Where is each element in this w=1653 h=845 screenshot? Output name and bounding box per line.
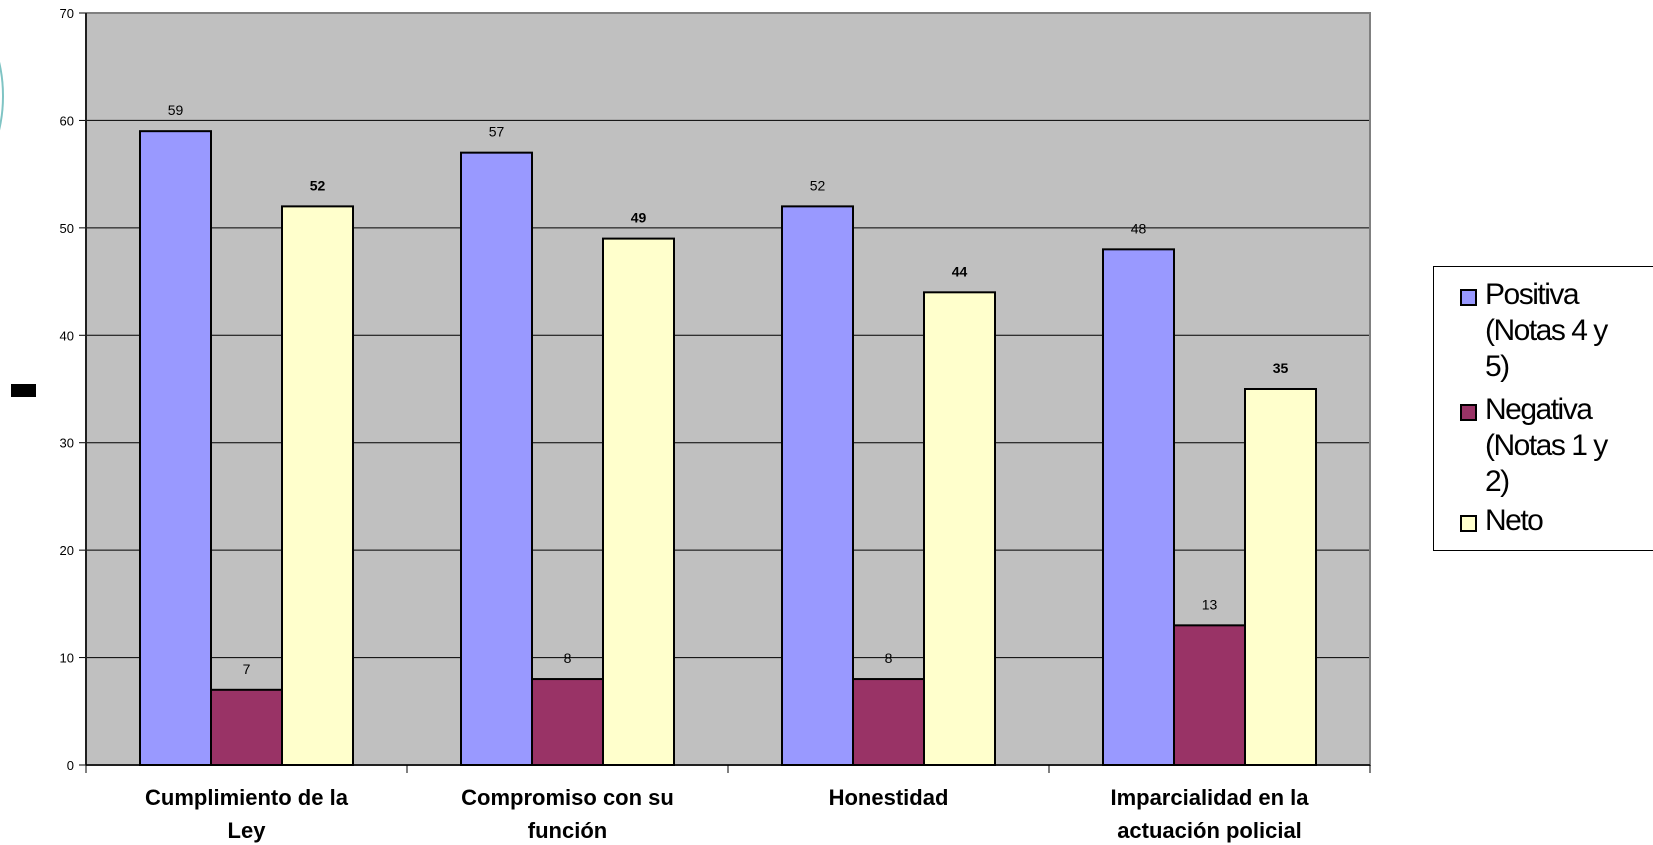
bar [1244,388,1317,766]
data-label: 59 [168,102,184,118]
y-tick-label: 60 [60,113,74,128]
y-tick-label: 40 [60,328,74,343]
legend-swatch [1460,515,1477,532]
y-tick-label: 50 [60,221,74,236]
bar [923,291,996,766]
data-label: 49 [631,210,647,226]
x-category-label: Compromiso con su [461,785,674,810]
y-tick-label: 30 [60,436,74,451]
y-tick-label: 20 [60,543,74,558]
legend-swatch [1460,404,1477,421]
y-tick-label: 70 [60,6,74,21]
y-tick-label: 0 [67,758,74,773]
axis-title-marker [11,384,36,397]
legend-item: Negativa (Notas 1 y 2) [1460,392,1653,500]
bar [602,237,675,767]
bar [781,205,854,767]
legend-item: Positiva (Notas 4 y 5) [1460,277,1653,385]
x-category-label: Ley [228,818,267,843]
bar [531,678,604,766]
x-category-label: Cumplimiento de la [145,785,349,810]
legend-label: Negativa (Notas 1 y 2) [1485,393,1608,498]
data-label: 48 [1131,220,1147,236]
bar [460,151,533,766]
bar [1102,248,1175,767]
data-label: 8 [885,650,893,666]
x-category-label: actuación policial [1117,818,1302,843]
data-label: 52 [310,177,326,193]
legend-label: Neto [1485,504,1544,537]
data-label: 8 [564,650,572,666]
x-category-label: función [528,818,607,843]
bar [1173,624,1246,766]
data-label: 35 [1273,360,1289,376]
x-category-label: Imparcialidad en la [1110,785,1309,810]
data-label: 52 [810,177,826,193]
bar [139,130,212,766]
chart-legend: Positiva (Notas 4 y 5) Negativa (Notas 1 y 2)… [1433,266,1653,551]
x-category-label: Honestidad [829,785,949,810]
data-label: 57 [489,124,505,140]
bar [281,205,354,767]
legend-item: Neto [1460,503,1653,539]
data-label: 13 [1202,596,1218,612]
bar [852,678,925,766]
data-label: 44 [952,263,968,279]
y-tick-label: 10 [60,651,74,666]
data-label: 7 [243,661,251,677]
legend-label: Positiva (Notas 4 y 5) [1485,278,1608,383]
bar [210,688,283,766]
legend-swatch [1460,289,1477,306]
